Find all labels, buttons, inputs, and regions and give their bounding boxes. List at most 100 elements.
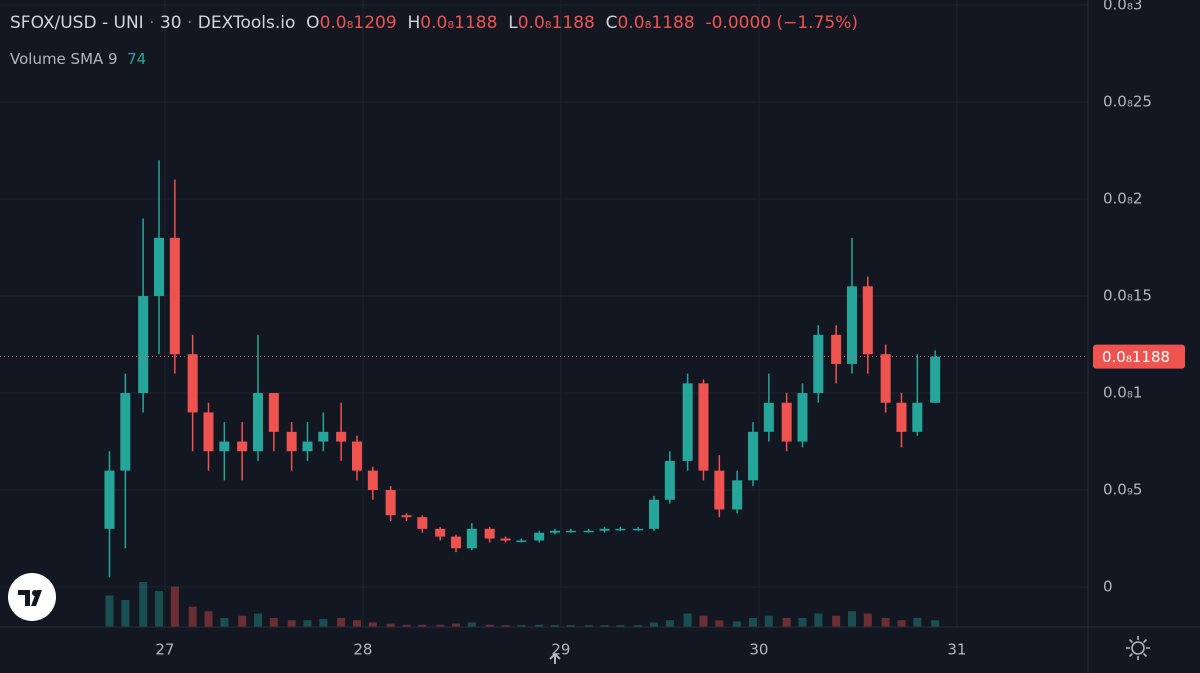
candle-body — [252, 393, 263, 452]
candle-body — [732, 480, 743, 510]
volume-bar — [566, 625, 575, 627]
x-tick-label: 31 — [947, 641, 966, 659]
volume-bar — [386, 623, 395, 627]
candle-body — [565, 530, 576, 533]
candle-body — [633, 528, 644, 531]
volume-bar — [550, 625, 559, 627]
candle-body — [912, 402, 923, 432]
l-value: 0.0₈1188 — [517, 13, 595, 33]
volume-bar — [748, 618, 757, 627]
candle-body — [286, 431, 297, 452]
volume-bar — [897, 620, 906, 627]
candle-body — [237, 441, 248, 452]
last-price-badge — [1093, 344, 1185, 369]
h-label: H — [407, 13, 421, 33]
candle-body — [781, 402, 792, 442]
settings-icon[interactable] — [1126, 636, 1150, 660]
volume-bar — [814, 613, 823, 627]
candle-body — [336, 431, 347, 442]
volume-bar — [436, 624, 445, 627]
scroll-arrow[interactable] — [549, 652, 561, 664]
volume-bar — [501, 625, 510, 627]
candle-body — [747, 431, 758, 481]
candle-body — [302, 441, 313, 452]
candle-body — [435, 528, 446, 537]
interval: 30 — [159, 13, 182, 33]
candle-body — [187, 354, 198, 413]
volume-bar — [600, 625, 609, 627]
indicator-name: Volume SMA 9 — [10, 50, 118, 68]
candle-body — [880, 354, 891, 403]
y-tick-label: 0.0₈1 — [1103, 384, 1142, 402]
change: -0.0000 (−1.75%) — [705, 13, 859, 33]
l-label: L — [508, 13, 518, 33]
source: DEXTools.io — [197, 13, 296, 33]
candle-body — [698, 383, 709, 471]
candle-body — [219, 441, 230, 452]
candle-body — [466, 528, 477, 549]
candle-body — [385, 490, 396, 516]
o-value: 0.0₈1209 — [319, 13, 397, 33]
candle-body — [401, 515, 412, 518]
candle-body — [153, 237, 164, 297]
candle-body — [583, 530, 594, 533]
volume-bar — [253, 613, 262, 627]
volume-bar — [238, 615, 247, 627]
volume-bar — [733, 621, 742, 627]
y-tick-label: 0.0₈2 — [1103, 190, 1142, 208]
volume-bar — [204, 611, 213, 627]
volume-bar — [863, 613, 872, 627]
last-price-label: 0.0₈1188 — [1102, 348, 1170, 366]
volume-bar — [467, 622, 476, 627]
candle-body — [120, 393, 131, 471]
y-tick-label: 0 — [1103, 578, 1113, 596]
indicator-value: 74 — [127, 50, 147, 68]
volume-bar — [139, 582, 148, 627]
volume-bar — [764, 615, 773, 627]
candle-body — [615, 528, 626, 531]
volume-bar — [931, 620, 940, 627]
candle-body — [367, 470, 378, 491]
volume-bar — [352, 620, 361, 627]
candle-body — [648, 499, 659, 529]
candle-body — [500, 538, 511, 541]
volume-bar — [832, 615, 841, 627]
volume-bar — [584, 625, 593, 627]
tradingview-logo — [8, 573, 56, 621]
volume-bar — [913, 618, 922, 627]
volume-bar — [269, 618, 278, 627]
candle-body — [714, 470, 725, 510]
candle-body — [104, 470, 115, 529]
volume-bar — [220, 618, 229, 627]
candle-body — [930, 356, 941, 403]
y-tick-label: 0.0₈15 — [1103, 287, 1152, 305]
volume-bar — [683, 613, 692, 627]
volume-bar — [105, 595, 114, 627]
volume-bar — [649, 622, 658, 627]
x-tick-label: 30 — [749, 641, 768, 659]
candle-body — [351, 441, 362, 471]
volume-bar — [634, 625, 643, 627]
volume-bar — [881, 618, 890, 627]
volume-bar — [287, 620, 296, 627]
candle-body — [417, 517, 428, 529]
candle-body — [268, 393, 279, 432]
candle-body — [450, 536, 461, 549]
volume-bar — [188, 606, 197, 627]
volume-bar — [368, 622, 377, 627]
y-tick-label: 0.0₈3 — [1103, 0, 1142, 14]
volume-bar — [699, 615, 708, 627]
volume-bar — [303, 620, 312, 627]
candle-body — [138, 296, 149, 394]
candle-body — [516, 540, 527, 542]
volume-bar — [665, 620, 674, 627]
o-label: O — [306, 13, 320, 33]
h-value: 0.0₈1188 — [420, 13, 498, 33]
candle-body — [169, 237, 180, 355]
candle-body — [599, 528, 610, 531]
candle-body — [484, 528, 495, 539]
volume-bar — [121, 600, 130, 627]
symbol-header: SFOX/USD - UNI · 30 · DEXTools.io O0.0₈1… — [10, 13, 859, 33]
volume-bar — [170, 586, 179, 627]
